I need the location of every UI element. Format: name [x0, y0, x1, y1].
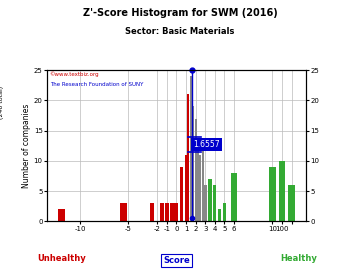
Bar	[269, 167, 276, 221]
Bar	[190, 76, 192, 221]
Bar	[58, 209, 64, 221]
Bar	[165, 203, 169, 221]
Text: Unhealthy: Unhealthy	[37, 254, 86, 263]
Bar	[288, 185, 295, 221]
Text: (246 total): (246 total)	[0, 86, 4, 119]
Text: ©www.textbiz.org: ©www.textbiz.org	[50, 71, 99, 77]
Bar	[223, 203, 226, 221]
Bar	[279, 161, 285, 221]
Y-axis label: Number of companies: Number of companies	[22, 104, 31, 188]
Bar	[120, 203, 127, 221]
Text: Sector: Basic Materials: Sector: Basic Materials	[125, 27, 235, 36]
Bar	[202, 143, 204, 221]
Bar	[218, 209, 221, 221]
Bar	[180, 167, 183, 221]
Bar	[203, 185, 207, 221]
Bar	[208, 179, 212, 221]
Bar	[175, 203, 178, 221]
Text: Healthy: Healthy	[280, 254, 317, 263]
Bar	[197, 149, 199, 221]
Bar	[170, 203, 174, 221]
Bar	[231, 173, 237, 221]
Bar	[150, 203, 154, 221]
Bar	[199, 155, 202, 221]
Text: Z'-Score Histogram for SWM (2016): Z'-Score Histogram for SWM (2016)	[83, 8, 277, 18]
Bar	[187, 94, 189, 221]
Bar	[185, 155, 187, 221]
Bar	[160, 203, 164, 221]
Bar	[213, 185, 216, 221]
Text: 1.6557: 1.6557	[193, 140, 220, 149]
Text: The Research Foundation of SUNY: The Research Foundation of SUNY	[50, 82, 143, 87]
Text: Score: Score	[163, 256, 190, 265]
Bar	[192, 106, 194, 221]
Bar	[194, 119, 197, 221]
